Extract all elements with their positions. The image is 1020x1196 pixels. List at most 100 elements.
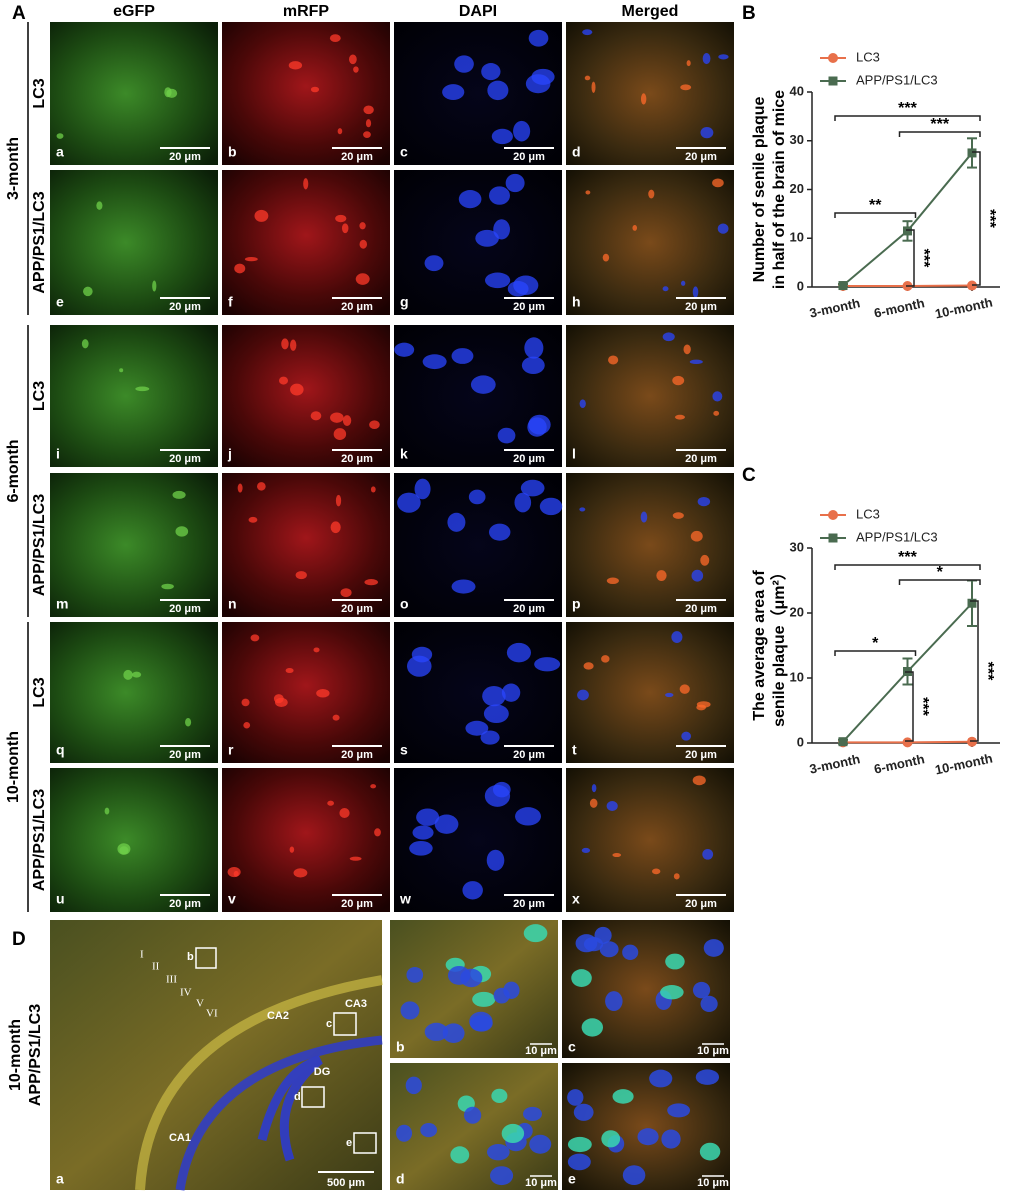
scale-bar-label: 20 μm	[169, 749, 201, 761]
cell	[503, 981, 520, 999]
roi-box	[195, 947, 217, 969]
cell	[692, 286, 699, 298]
column-header: mRFP	[283, 3, 330, 20]
scale-bar-label: 20 μm	[341, 151, 373, 163]
cell	[601, 1130, 621, 1148]
region-label: DG	[314, 1066, 331, 1078]
cell	[640, 511, 648, 523]
cell	[524, 337, 544, 359]
significance-bracket	[898, 579, 981, 585]
scale-bar-label: 20 μm	[513, 603, 545, 615]
image-letter: q	[56, 742, 65, 758]
roi-box	[353, 1132, 377, 1154]
scale-bar-label: 20 μm	[513, 749, 545, 761]
cell	[487, 80, 509, 101]
scale-bar-label: 20 μm	[341, 749, 373, 761]
cell	[243, 722, 251, 729]
significance-label: ***	[930, 116, 949, 133]
micrograph	[50, 768, 218, 912]
image-letter: e	[56, 294, 64, 310]
cell	[337, 128, 343, 135]
cell	[370, 784, 377, 789]
scale-bar-label: 20 μm	[685, 603, 717, 615]
marker	[838, 737, 848, 747]
cell	[700, 995, 718, 1013]
micrograph	[50, 22, 218, 165]
cell	[475, 229, 499, 247]
cell	[329, 34, 341, 42]
ca-layer	[175, 1035, 383, 1191]
image-letter: x	[572, 891, 580, 907]
box-letter: b	[187, 951, 194, 963]
y-axis-label: senile plaque（μm²）	[770, 564, 788, 727]
scale-bar-label: 20 μm	[169, 301, 201, 313]
legend-marker	[828, 76, 838, 86]
panel-label: D	[12, 929, 26, 950]
cell	[581, 1018, 604, 1037]
significance-label: ***	[915, 249, 932, 268]
scale-bar-label: 20 μm	[513, 898, 545, 910]
region-label: CA3	[345, 998, 367, 1010]
cell	[602, 253, 610, 262]
layer-label: I	[140, 949, 144, 961]
cell	[686, 60, 691, 67]
cell	[483, 704, 509, 724]
scale-bar-label: 500 μm	[327, 1177, 365, 1189]
cell	[601, 655, 610, 663]
layer-label: IV	[180, 987, 192, 999]
scale-bar-label: 20 μm	[513, 301, 545, 313]
image-letter: c	[400, 144, 408, 160]
significance-label: **	[869, 197, 882, 214]
cell	[290, 339, 297, 351]
cell	[528, 29, 549, 47]
legend-marker	[828, 533, 838, 543]
significance-bracket	[898, 131, 981, 137]
micrograph	[50, 473, 218, 617]
cell	[166, 88, 178, 98]
micrograph	[50, 622, 218, 763]
cell	[717, 223, 729, 234]
y-axis-label: Number of senile plaque	[751, 96, 768, 282]
cell	[665, 692, 674, 698]
cell	[332, 714, 340, 721]
y-tick-label: 40	[790, 83, 804, 98]
marker	[967, 598, 977, 608]
cell	[365, 119, 372, 128]
image-letter: r	[228, 742, 234, 758]
cell	[672, 512, 684, 519]
cell	[454, 55, 474, 73]
image-letter: o	[400, 596, 409, 612]
cell	[486, 849, 505, 871]
significance-bracket	[970, 600, 979, 742]
scale-bar-label: 20 μm	[341, 453, 373, 465]
cell	[606, 577, 619, 585]
image-letter: p	[572, 596, 581, 612]
legend-label: LC3	[856, 49, 880, 64]
image-letter: v	[228, 891, 236, 907]
layer-label: V	[196, 998, 204, 1010]
micrograph	[562, 1063, 730, 1190]
cell	[622, 1165, 646, 1186]
cell	[135, 386, 150, 392]
scale-bar-label: 20 μm	[169, 151, 201, 163]
micrograph	[222, 22, 390, 165]
row-label: LC3	[31, 677, 48, 707]
cell	[534, 657, 561, 672]
cell	[451, 348, 474, 364]
column-header: DAPI	[459, 3, 497, 20]
cell	[702, 848, 714, 860]
cell	[612, 853, 622, 858]
cell	[359, 222, 366, 230]
cell	[690, 530, 703, 542]
cell	[583, 662, 594, 670]
significance-bracket	[972, 151, 981, 286]
y-tick-label: 30	[790, 539, 804, 554]
cell	[335, 214, 347, 223]
panel-label: C	[742, 465, 756, 486]
cell	[680, 84, 692, 91]
cell	[691, 569, 704, 582]
cell	[692, 981, 711, 999]
cell	[339, 807, 350, 819]
scale-bar-label: 20 μm	[685, 898, 717, 910]
